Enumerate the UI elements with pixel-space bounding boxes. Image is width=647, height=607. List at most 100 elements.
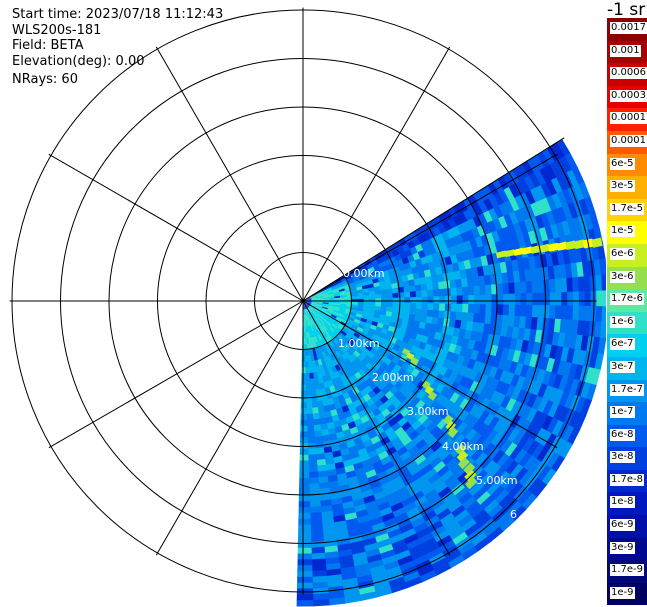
data-cell (464, 378, 475, 391)
data-cell (371, 522, 386, 533)
data-cell (299, 460, 309, 467)
data-cell (434, 393, 446, 405)
data-cell (479, 495, 495, 511)
data-cell (322, 293, 329, 297)
data-cell (515, 375, 526, 391)
data-cell (330, 314, 338, 319)
data-cell (445, 457, 459, 471)
data-cell (503, 186, 516, 202)
data-cell (331, 312, 339, 318)
data-cell (497, 176, 510, 191)
data-cell (441, 230, 451, 242)
data-cell (448, 527, 465, 541)
data-cell (381, 554, 398, 566)
data-cell (580, 398, 592, 417)
data-cell (516, 233, 527, 248)
data-cell (328, 298, 335, 301)
data-cell (405, 480, 419, 493)
data-cell (438, 407, 450, 420)
data-cell (375, 294, 382, 299)
data-cell (515, 402, 528, 418)
data-cell (358, 335, 366, 342)
data-cell (449, 381, 460, 393)
data-cell (325, 463, 336, 472)
data-cell (312, 599, 330, 607)
data-cell (479, 304, 487, 315)
data-cell (334, 297, 341, 300)
colorbar-label: 3e-6 (610, 270, 635, 283)
data-cell (437, 486, 452, 500)
data-cell (311, 324, 316, 332)
data-cell (447, 478, 462, 492)
data-cell (375, 445, 387, 456)
data-cell (545, 179, 558, 197)
data-cell (348, 316, 356, 322)
data-cell (338, 332, 346, 339)
data-cell (376, 272, 384, 279)
data-cell (430, 440, 443, 453)
data-cell (321, 292, 329, 296)
data-cell (373, 581, 391, 593)
data-cell (334, 401, 342, 410)
data-cell (531, 305, 539, 319)
data-cell (334, 301, 341, 304)
data-cell (466, 229, 476, 241)
data-cell (450, 482, 466, 497)
data-cell (430, 380, 441, 391)
data-cell (554, 438, 568, 457)
data-cell (369, 435, 381, 446)
data-cell (400, 496, 415, 508)
data-cell (446, 228, 456, 240)
data-cell (305, 332, 309, 339)
data-cell (335, 336, 342, 343)
colorbar-cell: 6e-5 (607, 153, 647, 177)
data-cell (444, 400, 455, 412)
data-cell (329, 354, 336, 362)
data-cell (462, 220, 472, 233)
data-cell (573, 291, 580, 307)
data-cell (356, 289, 364, 294)
data-cell (409, 291, 417, 298)
data-cell (594, 321, 602, 339)
data-cell (512, 166, 525, 183)
data-cell (442, 358, 452, 370)
data-cell (558, 390, 570, 408)
colorbar-title: -1 sr (607, 0, 646, 20)
data-cell (316, 371, 322, 379)
data-cell (415, 290, 423, 298)
data-cell (502, 304, 510, 317)
data-cell (463, 523, 481, 538)
data-cell (308, 471, 319, 479)
data-cell (484, 313, 492, 325)
data-cell (379, 310, 387, 316)
data-cell (402, 475, 416, 488)
data-cell (407, 445, 420, 457)
data-cell (404, 291, 411, 298)
data-cell (518, 269, 527, 283)
data-cell (399, 269, 408, 277)
data-cell (416, 264, 425, 273)
data-cell (438, 288, 446, 297)
data-cell (325, 285, 332, 290)
data-cell (298, 518, 311, 525)
data-cell (488, 195, 500, 209)
colorbar-cell: 1e-6 (607, 311, 647, 335)
data-cell (456, 421, 468, 435)
data-cell (359, 415, 370, 425)
data-cell (318, 411, 326, 420)
data-cell (520, 377, 532, 393)
data-cell (359, 320, 367, 327)
data-cell (297, 553, 312, 560)
data-cell (297, 547, 312, 555)
data-cell (474, 294, 481, 305)
data-cell (324, 557, 340, 565)
data-cell (471, 419, 484, 433)
data-cell (307, 313, 311, 321)
data-cell (577, 276, 586, 293)
data-cell (455, 278, 463, 289)
data-cell (457, 491, 473, 506)
data-cell (364, 548, 381, 559)
data-cell (524, 316, 533, 330)
data-cell (502, 283, 510, 295)
data-cell (321, 325, 327, 333)
